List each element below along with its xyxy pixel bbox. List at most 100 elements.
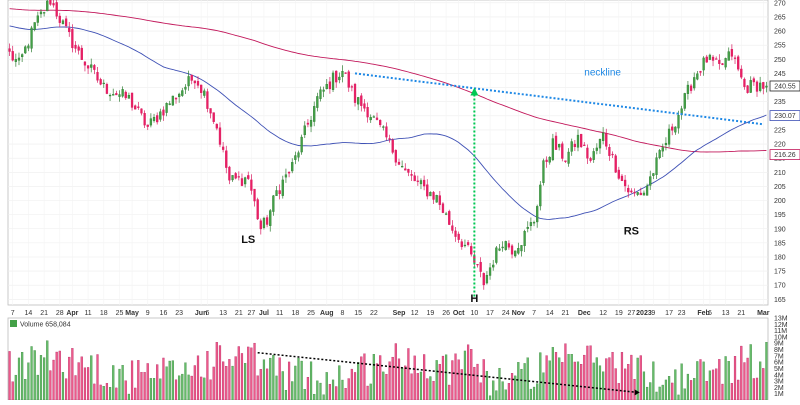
candle-body	[108, 94, 112, 97]
candle-body	[265, 217, 269, 225]
candle-body	[199, 84, 203, 93]
date-tick-label: Jun	[195, 310, 207, 317]
volume-bar	[118, 368, 121, 401]
volume-bar	[526, 357, 529, 401]
volume-bar	[253, 342, 256, 401]
volume-bar	[200, 376, 203, 401]
candle-body	[579, 133, 583, 147]
volume-bar	[554, 352, 558, 401]
price-panel-frame	[7, 0, 769, 306]
volume-bar	[397, 358, 401, 401]
candle-body	[256, 199, 259, 220]
volume-bar	[680, 363, 683, 401]
candle-body	[121, 89, 124, 97]
price-badge-label: 216.26	[774, 152, 796, 159]
volume-bar	[545, 355, 548, 401]
candle-body	[322, 89, 325, 92]
volume-bar	[143, 372, 146, 401]
candle-body	[127, 95, 131, 99]
price-tick-label: 255	[774, 43, 786, 50]
volume-bar	[542, 372, 545, 401]
candle-body	[11, 51, 14, 61]
volume-bar	[11, 381, 14, 401]
volume-bar	[156, 364, 159, 401]
candle-body	[683, 93, 686, 109]
date-tick-label: 13	[722, 310, 730, 317]
volume-tick-label: 5M	[774, 366, 784, 373]
volume-bar	[639, 355, 642, 401]
candle-body	[730, 49, 734, 57]
volume-bar	[570, 354, 573, 401]
volume-bar	[130, 360, 134, 401]
candle-body	[212, 112, 215, 122]
volume-tick-label: 7M	[774, 353, 784, 360]
volume-tick-label: 2M	[774, 385, 784, 392]
volume-bar	[30, 346, 33, 401]
candle-body	[554, 135, 558, 150]
volume-bar	[325, 372, 328, 401]
volume-bar	[649, 382, 652, 401]
candle-body	[52, 3, 55, 6]
volume-bar	[112, 365, 115, 401]
candle-body	[492, 264, 495, 268]
price-badge	[769, 149, 800, 160]
candle-body	[674, 126, 677, 133]
date-tick-label: 8	[341, 310, 345, 317]
volume-bar	[404, 365, 407, 401]
volume-bar	[102, 386, 105, 401]
volume-bar	[664, 379, 668, 401]
volume-bar	[473, 366, 476, 401]
pattern-label-ls: LS	[241, 234, 255, 246]
volume-bar	[520, 368, 523, 401]
volume-bar	[715, 368, 718, 401]
candle-body	[667, 128, 671, 145]
volume-bar	[331, 379, 335, 401]
date-tick-label: Sep	[393, 310, 406, 317]
volume-bar	[746, 357, 749, 401]
volume-bar	[718, 359, 721, 401]
candle-body	[460, 241, 463, 248]
volume-bar	[655, 391, 658, 401]
volume-bar	[52, 359, 55, 401]
volume-bar	[476, 363, 479, 401]
volume-bar	[21, 352, 24, 401]
candle-body	[68, 27, 71, 33]
candle-body	[146, 124, 149, 127]
candle-body	[504, 241, 507, 250]
volume-bar	[523, 363, 526, 401]
volume-bar	[661, 384, 664, 401]
volume-bar	[115, 387, 118, 401]
volume-bar	[105, 383, 109, 401]
candle-body	[630, 190, 633, 193]
candle-body	[341, 71, 344, 78]
volume-bar	[278, 357, 281, 401]
volume-bar	[702, 361, 705, 401]
volume-bar	[564, 343, 567, 401]
candle-body	[702, 57, 705, 71]
candle-body	[699, 71, 702, 73]
volume-bar	[479, 382, 482, 401]
volume-bar	[77, 362, 80, 401]
volume-bar	[338, 365, 341, 401]
candle-body	[225, 150, 228, 168]
candle-body	[432, 192, 435, 200]
candle-body	[14, 59, 17, 62]
candle-body	[466, 242, 470, 245]
candle-body	[451, 225, 454, 231]
candle-body	[501, 246, 504, 249]
candle-body	[689, 85, 693, 91]
price-tick-label: 205	[774, 184, 786, 191]
candle-body	[686, 84, 690, 94]
volume-bar	[501, 381, 504, 401]
volume-bar	[693, 378, 696, 401]
candle-body	[570, 141, 573, 152]
volume-bar	[275, 375, 278, 401]
price-tick-label: 270	[774, 0, 786, 7]
candle-body	[190, 74, 193, 81]
volume-bar	[152, 378, 156, 401]
volume-bar	[225, 366, 228, 401]
candle-body	[360, 95, 363, 106]
volume-bar	[413, 355, 416, 401]
date-tick-label: 18	[291, 310, 299, 317]
candle-body	[539, 184, 542, 207]
